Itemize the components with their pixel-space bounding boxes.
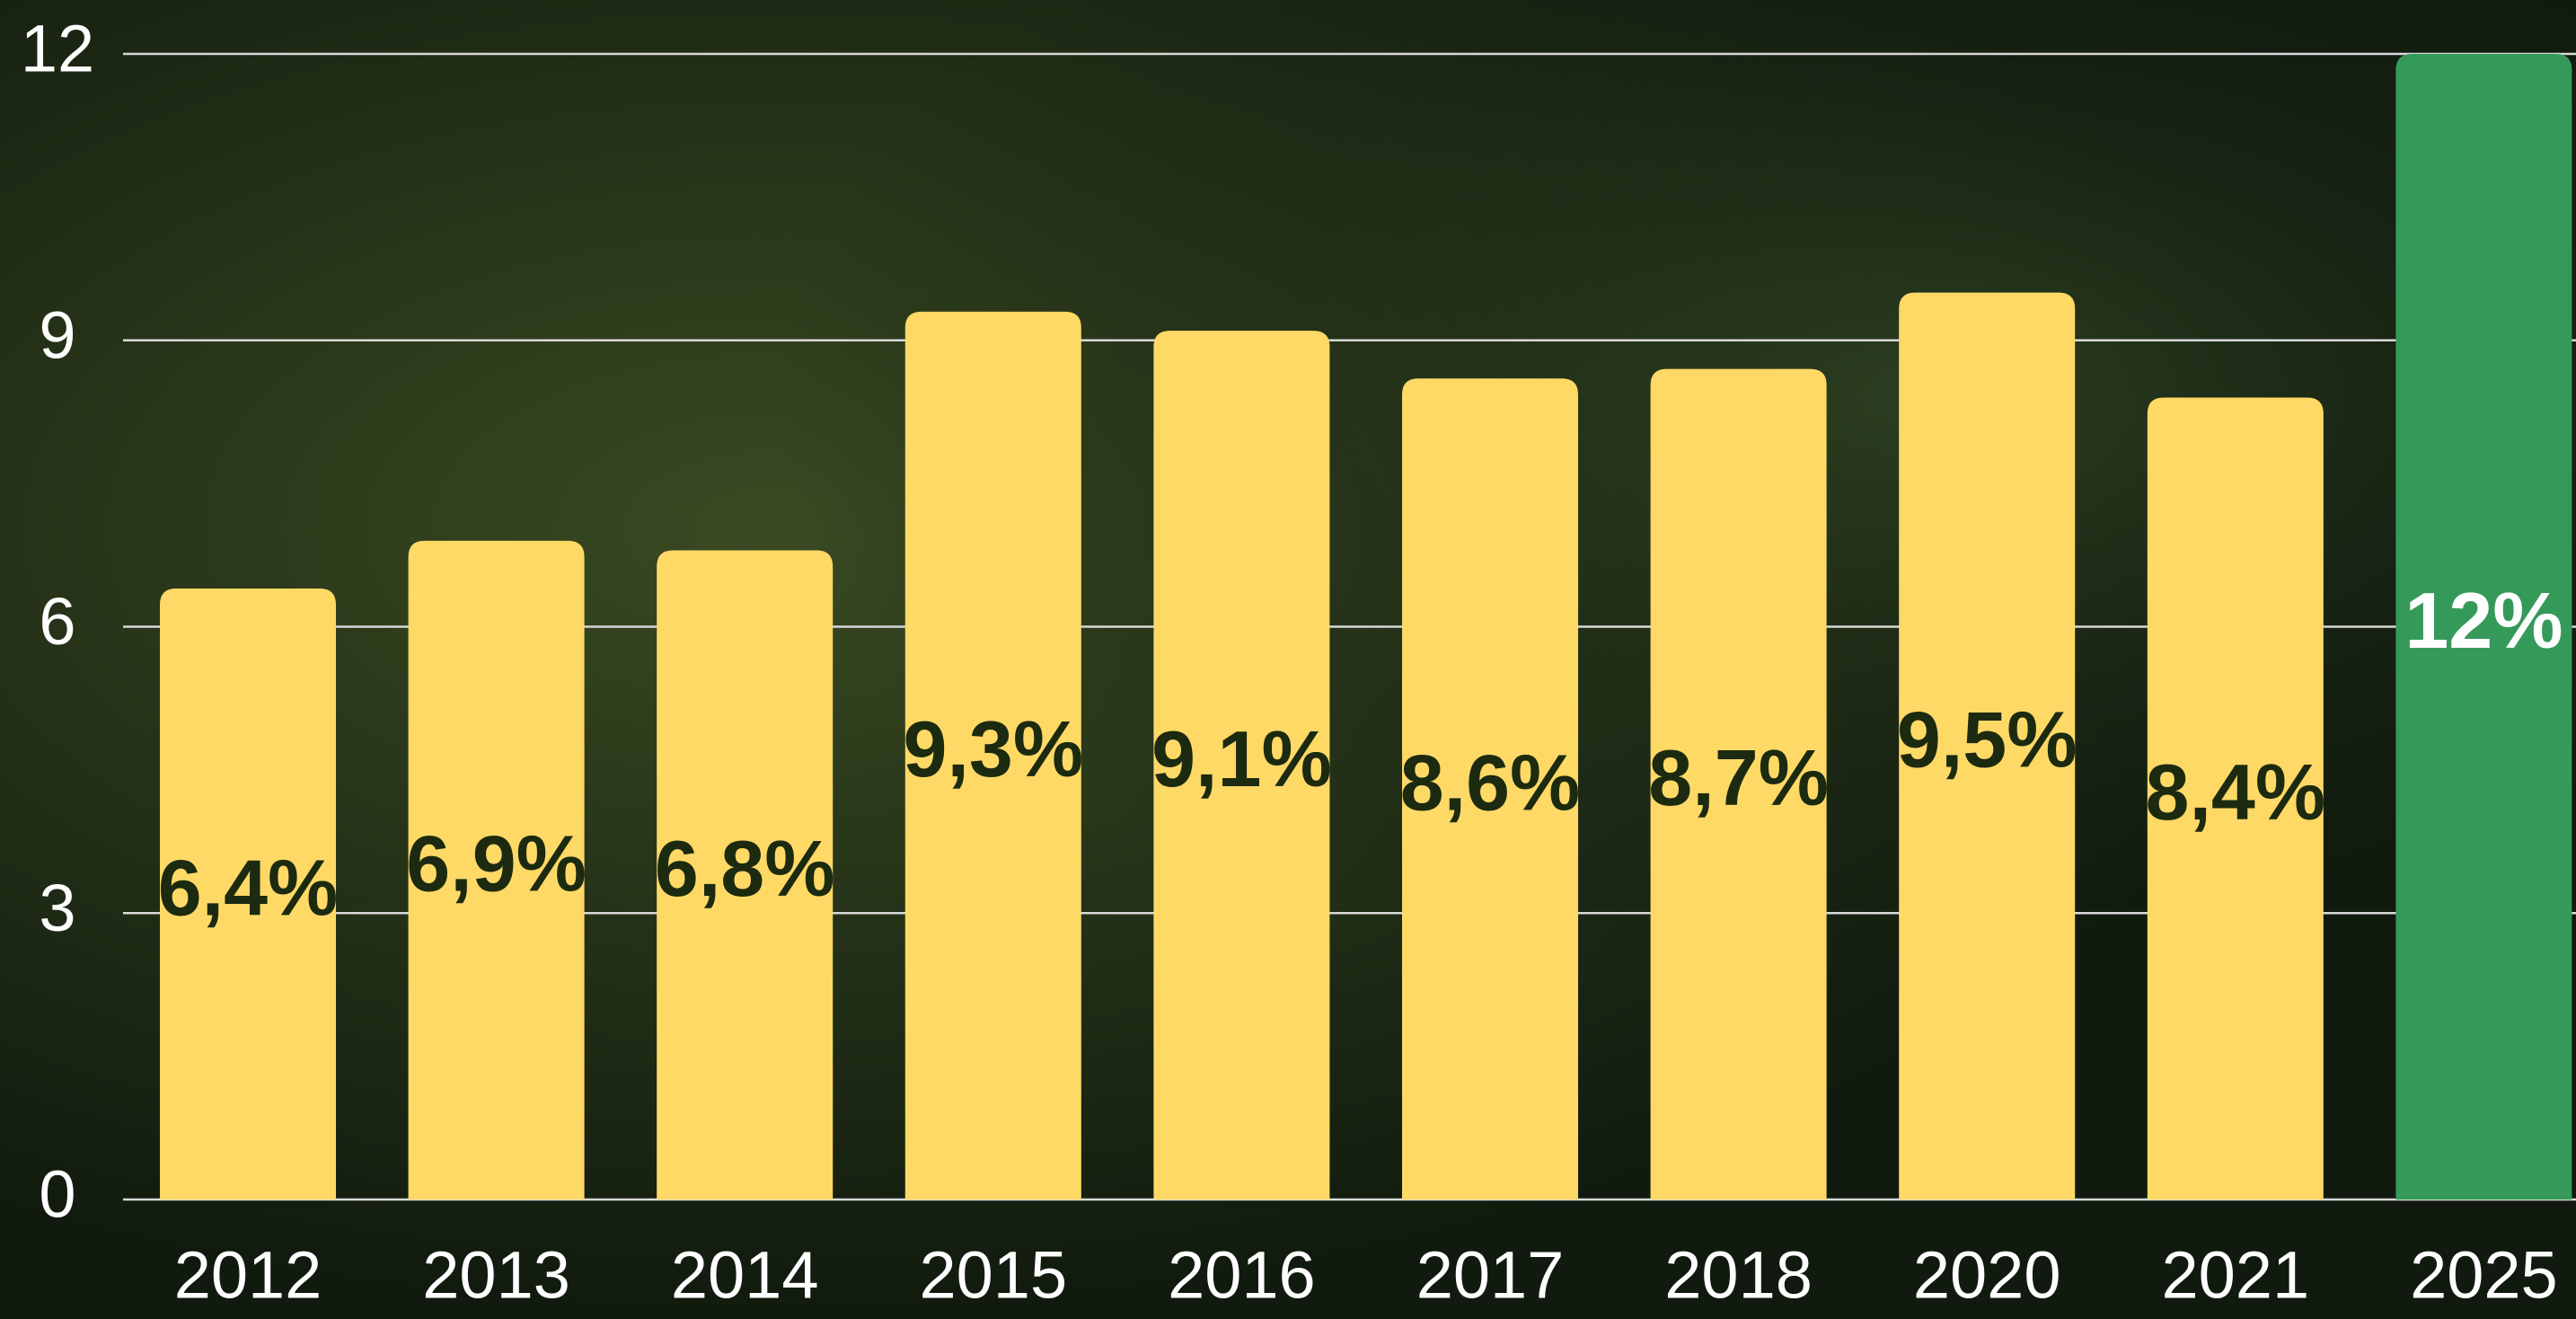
x-tick-label: 2020 (1913, 1238, 2061, 1313)
bar (2395, 54, 2572, 1199)
x-tick-label: 2015 (919, 1238, 1067, 1313)
bar (408, 540, 585, 1199)
plot-area: 0 3 6 9 12 6,4% 2012 6,9% 2013 6,8% 2014 9,3% 2015 9,… (21, 12, 2576, 1313)
bar (1899, 292, 2076, 1199)
x-tick-label: 2014 (671, 1238, 819, 1313)
value-label: 6,8% (655, 824, 835, 913)
x-tick-label: 2025 (2410, 1238, 2558, 1313)
x-tick-label: 2018 (1664, 1238, 1813, 1313)
x-tick-label: 2013 (422, 1238, 570, 1313)
y-tick-label: 0 (39, 1157, 75, 1232)
bar (1153, 331, 1330, 1199)
y-tick-label: 12 (21, 12, 94, 86)
x-tick-label: 2012 (174, 1238, 322, 1313)
bar (2147, 397, 2324, 1199)
value-label: 9,3% (904, 704, 1084, 793)
y-tick-label: 6 (39, 584, 75, 659)
x-tick-label: 2021 (2161, 1238, 2309, 1313)
bar (160, 589, 336, 1199)
y-tick-label: 9 (39, 297, 75, 372)
value-label: 8,7% (1648, 733, 1829, 822)
value-label: 8,4% (2146, 748, 2326, 837)
bar (657, 550, 834, 1199)
bar (1650, 368, 1827, 1199)
y-tick-label: 3 (39, 871, 75, 945)
x-tick-label: 2017 (1416, 1238, 1565, 1313)
value-label: 6,4% (158, 843, 339, 932)
bar (1402, 378, 1578, 1199)
x-tick-label: 2016 (1168, 1238, 1316, 1313)
value-label: 12% (2404, 576, 2563, 665)
value-label: 9,1% (1151, 714, 1332, 803)
value-label: 8,6% (1400, 738, 1581, 827)
value-label: 9,5% (1897, 695, 2078, 784)
value-label: 6,9% (406, 819, 587, 908)
bar (904, 311, 1081, 1199)
